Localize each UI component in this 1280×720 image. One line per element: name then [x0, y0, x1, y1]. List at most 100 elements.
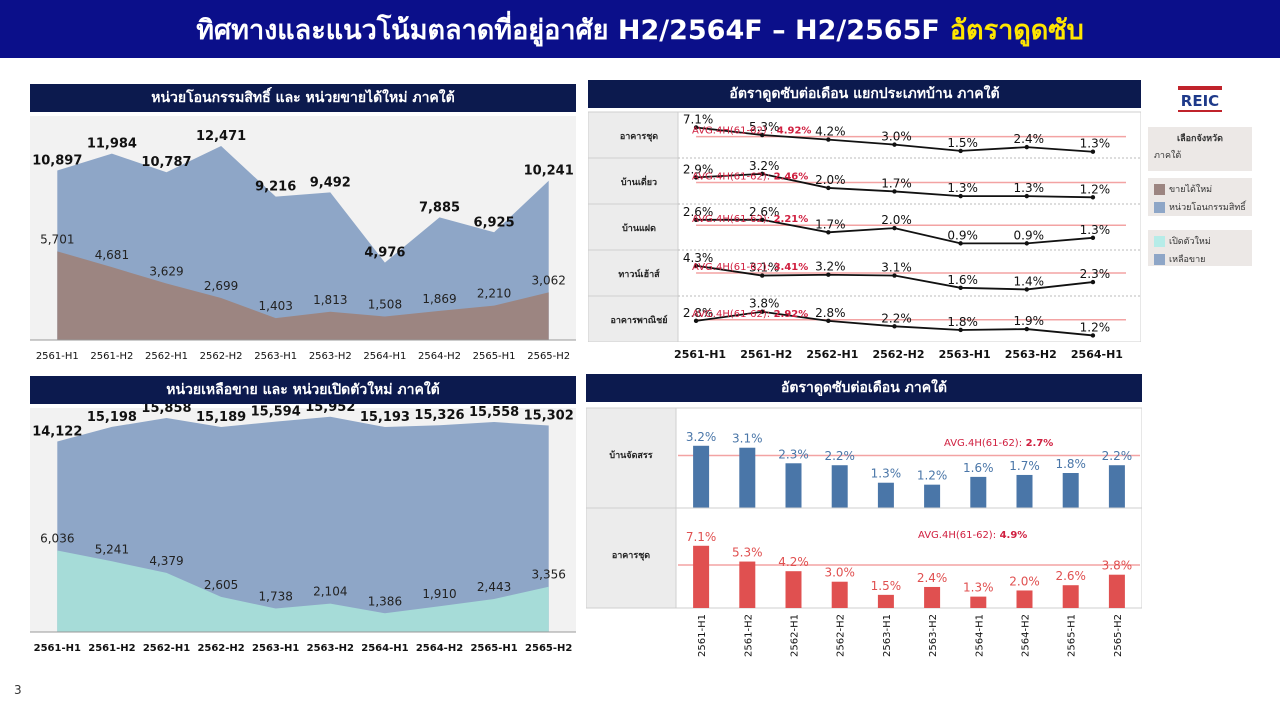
data-label: 1.2% [1080, 320, 1111, 334]
avg-value: 4.9% [996, 530, 1027, 541]
data-label: 1.5% [947, 136, 978, 150]
x-tick-label: 2562-H1 [145, 351, 188, 362]
data-label: 3.1% [749, 261, 780, 275]
data-point [892, 273, 897, 278]
data-label-top: 15,858 [141, 404, 191, 416]
data-label: 3.8% [749, 297, 780, 311]
data-label: 1.8% [947, 315, 978, 329]
bar-label: 2.4% [917, 571, 948, 585]
bar-row-1: อาคารชุด 7.1% 5.3% 4.2% 3.0% 1.5% 2.4% 1.3% 2.0%… [586, 507, 1142, 609]
bar [1062, 585, 1079, 608]
x-tick-label: 2565-H1 [470, 643, 517, 654]
data-label-bottom: 2,443 [477, 580, 511, 594]
data-point [693, 125, 699, 130]
data-label-bottom: 3,356 [532, 568, 566, 582]
data-label: 3.2% [815, 260, 846, 274]
x-tick-label: 2562-H2 [197, 643, 244, 654]
absorb-region-bar-chart: บ้านจัดสรร 3.2% 3.1% 2.3% 2.2% 1.3% 1.2% 1.6% 1.… [586, 407, 1142, 657]
bar-label: 2.3% [778, 447, 809, 461]
data-point [826, 318, 831, 324]
transfer-area-chart: 10,897 11,984 10,787 12,471 9,216 9,492 4,976 7… [30, 116, 576, 362]
data-point [693, 318, 699, 324]
row-label-cell [588, 111, 679, 159]
x-tick-label: 2565-H2 [525, 643, 572, 654]
bar-label: 5.3% [732, 546, 763, 560]
data-label: 3.1% [881, 261, 912, 275]
data-label: 1.6% [947, 273, 978, 287]
area-series-1 [57, 550, 549, 632]
data-point [1024, 193, 1029, 199]
bar-label: 2.2% [824, 449, 855, 463]
data-point [958, 241, 963, 246]
data-point [760, 217, 765, 223]
x-tick-label: 2564-H1 [363, 351, 406, 362]
bar-label: 4.2% [778, 555, 809, 569]
row-1: บ้านเดี่ยว 2.9% 3.2% 2.0% 1.7% 1.3% 1.3% 1.2% AV… [588, 157, 1141, 205]
data-label-top: 6,925 [474, 215, 515, 230]
data-point [892, 142, 897, 147]
data-label-bottom: 3,062 [532, 273, 566, 287]
data-point [1024, 287, 1029, 292]
avg-value: 4.92% [773, 126, 811, 137]
avg-label: AVG.4H(61-62): 2.92% [692, 309, 808, 320]
row-0: อาคารชุด 7.1% 5.3% 4.2% 3.0% 1.5% 2.4% 1.3% AVG.… [588, 111, 1126, 159]
transfer-legend: ขายได้ใหม่ หน่วยโอนกรรมสิทธิ์ [1148, 178, 1252, 216]
row-label: บ้านจัดสรร [609, 450, 652, 461]
area-series-1 [57, 251, 549, 340]
x-tick-label: 2563-H1 [254, 351, 297, 362]
data-label-bottom: 4,681 [95, 248, 129, 262]
data-label-top: 14,122 [32, 424, 82, 439]
data-point [892, 225, 897, 231]
bar-label: 7.1% [686, 530, 717, 544]
region-selector-value: ภาคใต้ [1154, 151, 1182, 161]
data-label: 2.0% [815, 173, 846, 187]
data-label: 2.6% [749, 205, 780, 219]
avg-value: 2.21% [770, 214, 808, 225]
x-tick-label: 2564-H1 [1071, 348, 1123, 361]
x-tick-label: 2565-H2 [527, 351, 570, 362]
bar-label: 1.2% [917, 469, 948, 483]
area-series-0 [57, 416, 549, 632]
row-label: อาคารชุด [620, 132, 658, 142]
data-label: 2.9% [683, 162, 714, 176]
region-selector[interactable]: เลือกจังหวัด ภาคใต้ [1148, 127, 1252, 171]
bar [693, 545, 710, 608]
data-label: 1.7% [815, 217, 846, 231]
x-tick-label: 2563-H1 [939, 348, 991, 361]
avg-value: 2.46% [770, 172, 808, 183]
absorb-region-chart-title: อัตราดูดซับต่อเดือน ภาคใต้ [586, 374, 1142, 402]
x-tick-label: 2562-H2 [872, 348, 924, 361]
bar [831, 465, 848, 508]
legend-label: หน่วยโอนกรรมสิทธิ์ [1169, 203, 1246, 213]
data-label: 1.9% [1014, 314, 1044, 328]
data-label-bottom: 1,869 [422, 292, 456, 306]
x-tick-label: 2562-H1 [806, 348, 858, 361]
bar-label: 3.8% [1102, 559, 1133, 573]
avg-label: AVG.4H(61-62): 4.9% [918, 530, 1027, 541]
data-label: 2.4% [1014, 132, 1044, 146]
x-tick-label: 2562-H2 [836, 614, 847, 657]
data-label: 3.0% [881, 130, 912, 144]
x-tick-label: 2564-H1 [361, 643, 408, 654]
remaining-chart-title: หน่วยเหลือขาย และ หน่วยเปิดตัวใหม่ ภาคใต… [30, 376, 576, 404]
data-label: 7.1% [683, 112, 714, 126]
data-label: 2.8% [815, 306, 846, 320]
bar [970, 596, 987, 608]
data-point [1090, 333, 1096, 338]
bar [1108, 574, 1125, 608]
data-point [826, 185, 831, 191]
x-tick-label: 2563-H2 [307, 643, 354, 654]
data-label-bottom: 5,701 [40, 232, 74, 246]
data-point [1090, 195, 1096, 200]
data-label-bottom: 2,104 [313, 585, 347, 599]
data-label-bottom: 1,738 [259, 590, 293, 604]
data-label: 2.2% [881, 311, 912, 325]
bar [1062, 473, 1079, 508]
absorb-type-chart-title: อัตราดูดซับต่อเดือน แยกประเภทบ้าน ภาคใต้ [588, 80, 1141, 108]
data-point [892, 189, 897, 194]
data-label-top: 15,198 [87, 410, 137, 425]
row-label: อาคารชุด [612, 551, 650, 561]
bar [785, 571, 802, 608]
remaining-legend: เปิดตัวใหม่ เหลือขาย [1148, 230, 1252, 266]
data-label-bottom: 1,813 [313, 293, 347, 307]
